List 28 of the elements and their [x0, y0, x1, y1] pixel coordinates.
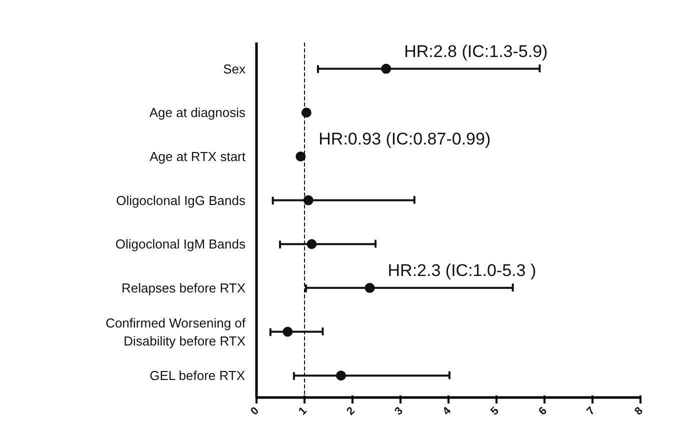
y-tick-label: GEL before RTX — [150, 368, 246, 384]
x-tick-label: 5 — [488, 404, 502, 418]
y-tick-label: Sex — [223, 61, 246, 76]
x-tick-label: 1 — [296, 404, 310, 418]
point — [296, 151, 306, 162]
y-tick-label: Age at diagnosis — [149, 105, 246, 120]
y-tick-label: Oligoclonal IgG Bands — [116, 192, 246, 208]
x-tick-label: 6 — [536, 404, 550, 418]
point — [381, 64, 392, 74]
point — [301, 108, 312, 118]
x-tick-label: 7 — [584, 404, 598, 418]
x-tick-label: 2 — [344, 404, 358, 418]
annotation: HR:2.3 (IC:1.0-5.3 ) — [388, 260, 536, 280]
point — [364, 282, 375, 293]
point — [303, 195, 314, 206]
x-tick-label: 4 — [440, 404, 454, 418]
x-tick-label: 3 — [392, 404, 406, 418]
point — [306, 239, 317, 250]
annotation: HR:2.8 (IC:1.3-5.9) — [404, 42, 548, 61]
y-tick-label: Oligoclonal IgM Bands — [115, 236, 246, 252]
annotation: HR:0.93 (IC:0.87-0.99) — [318, 129, 491, 148]
x-tick-label: 0 — [248, 404, 262, 418]
point — [282, 326, 293, 337]
x-tick-label: 8 — [632, 404, 646, 418]
y-tick-label: Confirmed Worsening of Disability before RTX — [106, 315, 246, 348]
y-tick-label: Relapses before RTX — [121, 280, 246, 296]
y-tick-label: Age at RTX start — [150, 148, 246, 164]
point — [336, 370, 346, 381]
